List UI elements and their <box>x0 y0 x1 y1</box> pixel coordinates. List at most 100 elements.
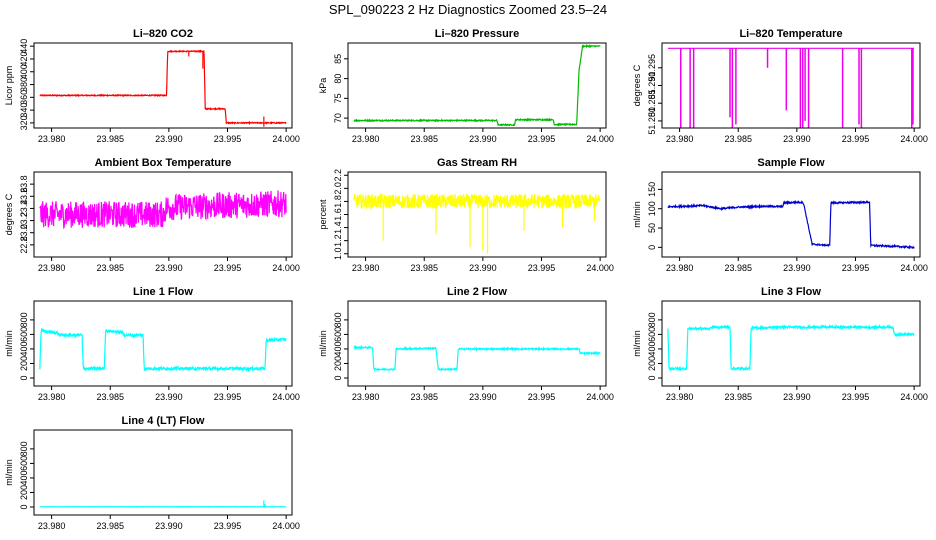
panel-title: Line 4 (LT) Flow <box>122 415 205 427</box>
y-tick-label: 1.6 <box>333 208 343 221</box>
x-tick-label: 23.980 <box>38 521 66 531</box>
x-tick-label: 24.000 <box>586 134 614 144</box>
y-tick-label: 85 <box>333 54 343 64</box>
y-tick-label: 400 <box>19 64 29 79</box>
x-tick-label: 23.985 <box>410 263 438 273</box>
y-tick-label: 23.2 <box>19 212 29 230</box>
x-tick-label: 23.985 <box>410 134 438 144</box>
plot-frame <box>347 171 607 258</box>
series-line <box>667 323 915 372</box>
series-line <box>353 192 601 211</box>
y-tick-label: 22.8 <box>19 236 29 254</box>
x-tick-label: 24.000 <box>272 134 300 144</box>
y-tick-label: 0 <box>647 376 657 381</box>
y-tick-label: 2.2 <box>333 169 343 182</box>
series-group <box>39 190 287 230</box>
y-tick-label: 360 <box>19 90 29 105</box>
x-tick-label: 23.990 <box>783 392 811 402</box>
y-tick-label: 440 <box>19 39 29 54</box>
series-group <box>353 43 601 127</box>
x-tick-label: 23.980 <box>666 134 694 144</box>
y-tick-label: 1.0 <box>333 247 343 260</box>
panel-title: Line 2 Flow <box>447 286 507 298</box>
y-tick-label: 0 <box>647 245 657 250</box>
panel-1: Li–820 CO2 23.980 23.985 23.990 23.995 24.000… <box>4 28 300 144</box>
plot-frame <box>33 429 293 516</box>
figure-title: SPL_090223 2 Hz Diagnostics Zoomed 23.5–… <box>329 2 607 17</box>
panel-7: Line 1 Flow 23.980 23.985 23.990 23.995 24.00… <box>4 286 300 402</box>
y-axis-label: percent <box>318 199 328 230</box>
y-axis-label: Licor ppm <box>4 66 14 106</box>
y-tick-label: 800 <box>647 312 657 327</box>
x-tick-label: 23.985 <box>96 134 124 144</box>
panel-title: Li–820 Pressure <box>435 28 519 40</box>
x-tick-label: 23.995 <box>528 134 556 144</box>
panel-8: Line 2 Flow 23.980 23.985 23.990 23.995 24.00… <box>318 286 614 402</box>
panel-title: Gas Stream RH <box>437 157 517 169</box>
panel-title: Li–820 CO2 <box>133 28 193 40</box>
panel-5: Gas Stream RH 23.980 23.985 23.990 23.995 24.… <box>318 157 614 273</box>
plot-frame <box>661 171 921 258</box>
y-axis-label: ml/min <box>4 459 14 486</box>
y-tick-label: 51.290 <box>647 72 657 100</box>
x-tick-label: 23.995 <box>214 134 242 144</box>
x-tick-label: 23.985 <box>724 134 752 144</box>
x-tick-label: 23.990 <box>469 263 497 273</box>
x-tick-label: 23.985 <box>96 392 124 402</box>
x-tick-label: 24.000 <box>586 263 614 273</box>
plot-frame <box>33 171 293 258</box>
y-tick-label: 600 <box>333 327 343 342</box>
y-tick-label: 1.4 <box>333 221 343 234</box>
panel-2: Li–820 Pressure 23.980 23.985 23.990 23.995 2… <box>318 28 614 144</box>
x-tick-label: 23.985 <box>410 392 438 402</box>
series-line <box>39 49 287 126</box>
y-tick-label: 800 <box>333 312 343 327</box>
y-axis-label: ml/min <box>4 330 14 357</box>
series-group <box>667 199 915 250</box>
plot-frame <box>347 300 607 387</box>
series-group <box>353 344 601 372</box>
series-line <box>353 43 601 127</box>
y-tick-label: 1.8 <box>333 195 343 208</box>
panel-6: Sample Flow 23.980 23.985 23.990 23.995 24.00… <box>632 157 928 273</box>
x-tick-label: 24.000 <box>272 521 300 531</box>
y-tick-label: 1.2 <box>333 234 343 247</box>
y-tick-label: 200 <box>333 356 343 371</box>
panel-title: Li–820 Temperature <box>739 28 842 40</box>
x-tick-label: 23.985 <box>724 392 752 402</box>
y-tick-label: 51.285 <box>647 89 657 117</box>
x-tick-label: 23.990 <box>783 263 811 273</box>
y-tick-label: 340 <box>19 103 29 118</box>
x-tick-label: 23.980 <box>38 263 66 273</box>
panel-title: Line 1 Flow <box>133 286 193 298</box>
x-tick-label: 23.980 <box>352 392 380 402</box>
series-group <box>39 49 287 127</box>
x-tick-label: 23.985 <box>724 263 752 273</box>
series-group <box>39 327 287 373</box>
y-tick-label: 23.4 <box>19 200 29 218</box>
panel-title: Ambient Box Temperature <box>95 157 232 169</box>
y-tick-label: 200 <box>19 485 29 500</box>
y-tick-label: 400 <box>19 470 29 485</box>
x-tick-label: 24.000 <box>272 263 300 273</box>
y-tick-label: 2.0 <box>333 182 343 195</box>
panel-4: Ambient Box Temperature 23.980 23.985 23.99… <box>4 157 300 273</box>
y-tick-label: 23.0 <box>19 224 29 242</box>
y-tick-label: 320 <box>19 115 29 130</box>
x-tick-label: 23.995 <box>842 263 870 273</box>
x-tick-label: 23.985 <box>96 263 124 273</box>
y-axis-label: ml/min <box>318 330 328 357</box>
plot-frame <box>33 42 293 129</box>
plot-frame <box>661 300 921 387</box>
x-tick-label: 23.980 <box>666 263 694 273</box>
x-tick-label: 23.980 <box>666 392 694 402</box>
series-group <box>667 47 915 128</box>
x-tick-label: 23.990 <box>155 134 183 144</box>
y-tick-label: 0 <box>19 505 29 510</box>
x-tick-label: 23.990 <box>155 392 183 402</box>
y-tick-label: 23.6 <box>19 188 29 206</box>
x-tick-label: 23.995 <box>842 134 870 144</box>
y-tick-label: 400 <box>19 341 29 356</box>
y-tick-label: 200 <box>647 356 657 371</box>
plot-frame <box>347 42 607 129</box>
